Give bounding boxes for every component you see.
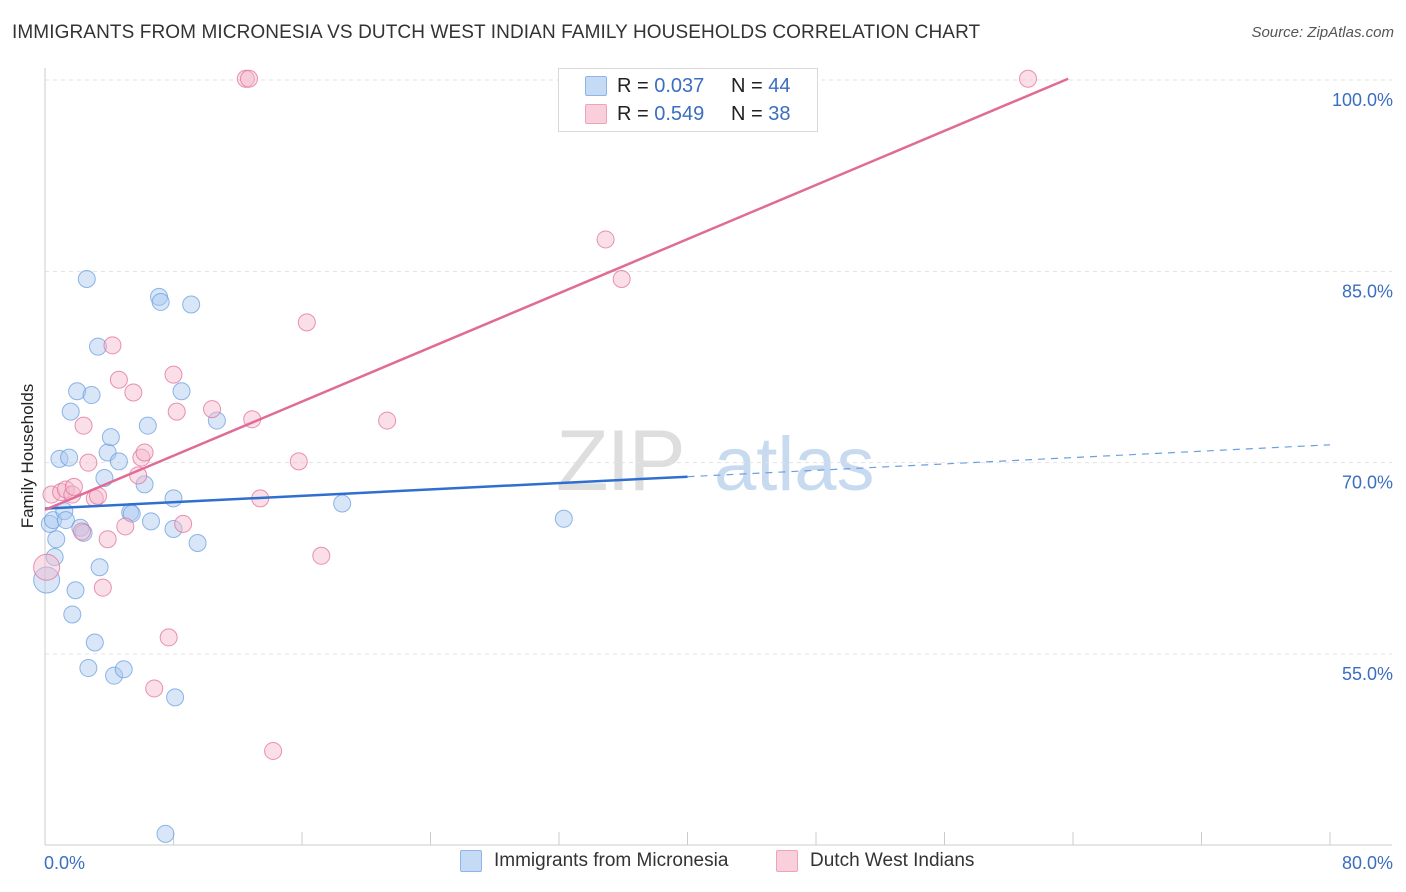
legend-r-text: R = 0.037 — [617, 74, 705, 97]
point-micronesia — [63, 605, 82, 624]
legend-n-value: 38 — [768, 102, 791, 125]
point-dutch-west-indians — [612, 269, 631, 288]
legend-label-micronesia: Immigrants from Micronesia — [494, 850, 729, 871]
point-micronesia — [164, 519, 183, 538]
point-micronesia — [68, 382, 87, 401]
point-dutch-west-indians — [79, 453, 98, 472]
point-dutch-west-indians — [164, 365, 183, 384]
point-micronesia — [164, 489, 183, 508]
watermark: ZIP atlas — [556, 413, 875, 509]
axes — [44, 68, 1392, 846]
legend-item-micronesia[interactable]: Immigrants from Micronesia — [460, 850, 728, 872]
point-micronesia — [182, 295, 201, 314]
point-micronesia — [151, 292, 170, 311]
point-dutch-west-indians — [159, 628, 178, 647]
point-dutch-west-indians — [378, 411, 397, 430]
point-micronesia — [172, 382, 191, 401]
point-micronesia — [138, 416, 157, 435]
point-micronesia — [207, 411, 226, 430]
legend-n-text: N = 38 — [731, 102, 791, 125]
point-micronesia — [156, 824, 175, 843]
legend-r-value: 0.549 — [654, 102, 705, 125]
point-dutch-west-indians — [312, 546, 331, 565]
point-micronesia — [188, 534, 207, 553]
y-tick-label: 70.0% — [1342, 473, 1393, 493]
watermark-atlas: atlas — [714, 422, 875, 507]
trend-line-micronesia — [44, 475, 688, 510]
point-dutch-west-indians — [297, 313, 316, 332]
point-dutch-west-indians — [103, 336, 122, 355]
point-dutch-west-indians — [33, 553, 61, 581]
point-dutch-west-indians — [72, 522, 91, 541]
point-micronesia — [135, 475, 154, 494]
legend-r-text: R = 0.549 — [617, 102, 705, 125]
x-tick-label: 0.0% — [44, 853, 85, 873]
point-micronesia — [77, 269, 96, 288]
point-dutch-west-indians — [145, 679, 164, 698]
legend-n-value: 44 — [768, 74, 791, 97]
point-micronesia — [60, 448, 79, 467]
legend-n-text: N = 44 — [731, 74, 791, 97]
point-micronesia — [47, 530, 66, 549]
point-dutch-west-indians — [174, 514, 193, 533]
point-dutch-west-indians — [64, 477, 83, 496]
point-micronesia — [90, 558, 109, 577]
point-micronesia — [101, 428, 120, 447]
point-dutch-west-indians — [132, 448, 151, 467]
point-dutch-west-indians — [109, 370, 128, 389]
point-micronesia — [142, 512, 161, 531]
y-tick-label: 100.0% — [1332, 90, 1393, 110]
point-micronesia — [79, 659, 98, 678]
trend-line-dutch-west-indians — [44, 77, 1069, 512]
legend-swatch-micronesia — [585, 76, 607, 96]
point-micronesia — [85, 633, 104, 652]
point-micronesia — [554, 509, 573, 528]
trend-line-micronesia-extension — [687, 444, 1331, 478]
point-dutch-west-indians — [289, 452, 308, 471]
chart-title: IMMIGRANTS FROM MICRONESIA VS DUTCH WEST… — [12, 22, 981, 43]
point-dutch-west-indians — [116, 517, 135, 536]
stats-legend: R = 0.037 N = 44 R = 0.549 N = 38 — [558, 68, 818, 132]
series-legend: Immigrants from Micronesia Dutch West In… — [0, 850, 1406, 878]
point-micronesia — [109, 452, 128, 471]
point-dutch-west-indians — [167, 402, 186, 421]
point-dutch-west-indians — [135, 443, 154, 462]
trend-lines — [44, 77, 1331, 512]
point-dutch-west-indians — [1019, 69, 1038, 88]
source-label: Source: ZipAtlas.com — [1251, 24, 1394, 41]
legend-swatch-dutch-west-indians — [776, 850, 798, 872]
point-dutch-west-indians — [596, 230, 615, 249]
x-tick-label: 80.0% — [1342, 853, 1393, 873]
tick-labels: 55.0% 70.0% 85.0% 100.0% 0.0% 80.0% — [44, 90, 1393, 873]
point-micronesia — [56, 511, 75, 530]
point-micronesia — [66, 581, 85, 600]
point-dutch-west-indians — [124, 383, 143, 402]
legend-r-value: 0.037 — [654, 74, 705, 97]
point-dutch-west-indians — [203, 400, 222, 419]
grid — [45, 79, 1392, 655]
point-micronesia — [61, 402, 80, 421]
legend-label-dutch-west-indians: Dutch West Indians — [810, 850, 975, 871]
point-micronesia — [105, 666, 124, 685]
point-micronesia — [333, 494, 352, 513]
legend-swatch-micronesia — [460, 850, 482, 872]
legend-item-dutch-west-indians[interactable]: Dutch West Indians — [776, 850, 974, 872]
point-dutch-west-indians — [93, 578, 112, 597]
point-micronesia — [82, 386, 101, 405]
y-tick-label: 85.0% — [1342, 281, 1393, 301]
point-micronesia — [89, 337, 108, 356]
watermark-zip: ZIP — [556, 413, 684, 509]
point-micronesia — [114, 660, 133, 679]
point-dutch-west-indians — [264, 741, 283, 760]
point-micronesia — [166, 688, 185, 707]
point-dutch-west-indians — [74, 416, 93, 435]
point-dutch-west-indians — [98, 530, 117, 549]
data-points — [33, 69, 1038, 843]
legend-swatch-dutch-west-indians — [585, 104, 607, 124]
point-dutch-west-indians — [239, 69, 258, 88]
y-tick-label: 55.0% — [1342, 664, 1393, 684]
point-micronesia — [50, 449, 69, 468]
